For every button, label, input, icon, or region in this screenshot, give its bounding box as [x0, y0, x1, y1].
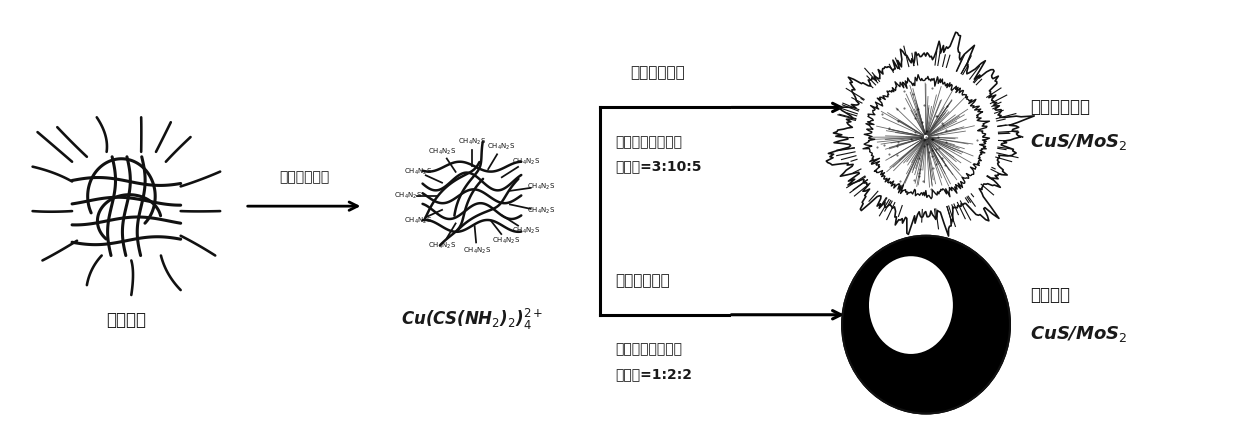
Text: 多层分级球状: 多层分级球状 — [1029, 99, 1090, 116]
Ellipse shape — [869, 256, 952, 354]
Text: CH$_4$N$_2$S: CH$_4$N$_2$S — [512, 226, 541, 236]
Ellipse shape — [911, 328, 924, 339]
Text: CH$_4$N$_2$S: CH$_4$N$_2$S — [512, 157, 541, 167]
Text: 实心球状: 实心球状 — [1029, 286, 1070, 304]
Text: CH$_4$N$_2$S: CH$_4$N$_2$S — [487, 142, 516, 152]
Text: CH$_4$N$_2$S: CH$_4$N$_2$S — [463, 245, 491, 255]
Text: CuS/MoS$_2$: CuS/MoS$_2$ — [1029, 324, 1127, 344]
Text: CH$_4$N$_2$S: CH$_4$N$_2$S — [527, 181, 556, 191]
Text: CH$_4$N$_2$S: CH$_4$N$_2$S — [403, 167, 432, 177]
Text: CH$_4$N$_2$S: CH$_4$N$_2$S — [403, 216, 432, 226]
Text: CH$_4$N$_2$S: CH$_4$N$_2$S — [527, 206, 556, 216]
Text: 硫脲乙醇溶液: 硫脲乙醇溶液 — [279, 170, 329, 184]
Ellipse shape — [930, 277, 947, 293]
Text: CH$_4$N$_2$S: CH$_4$N$_2$S — [458, 137, 486, 147]
Text: CH$_4$N$_2$S: CH$_4$N$_2$S — [393, 191, 422, 201]
Text: CuS/MoS$_2$: CuS/MoS$_2$ — [1029, 132, 1127, 152]
Text: 铜纳米线：硫脲：: 铜纳米线：硫脲： — [615, 135, 682, 149]
Text: 钼酸铵水溶液: 钼酸铵水溶液 — [615, 272, 670, 288]
Text: 钼酸铵=3:10:5: 钼酸铵=3:10:5 — [615, 160, 702, 174]
Ellipse shape — [842, 236, 1009, 413]
Text: CH$_4$N$_2$S: CH$_4$N$_2$S — [492, 235, 521, 246]
Text: 钼酸铵=1:2:2: 钼酸铵=1:2:2 — [615, 367, 692, 381]
Text: Cu(CS(NH$_2$)$_2$)$_4^{2+}$: Cu(CS(NH$_2$)$_2$)$_4^{2+}$ — [401, 307, 543, 332]
Text: 钼酸铵水溶液: 钼酸铵水溶液 — [630, 65, 684, 80]
Text: 铜纳米线：硫脲：: 铜纳米线：硫脲： — [615, 342, 682, 356]
Text: CH$_4$N$_2$S: CH$_4$N$_2$S — [428, 147, 456, 157]
Text: 铜纳米线: 铜纳米线 — [107, 311, 146, 329]
Text: CH$_4$N$_2$S: CH$_4$N$_2$S — [428, 241, 456, 251]
